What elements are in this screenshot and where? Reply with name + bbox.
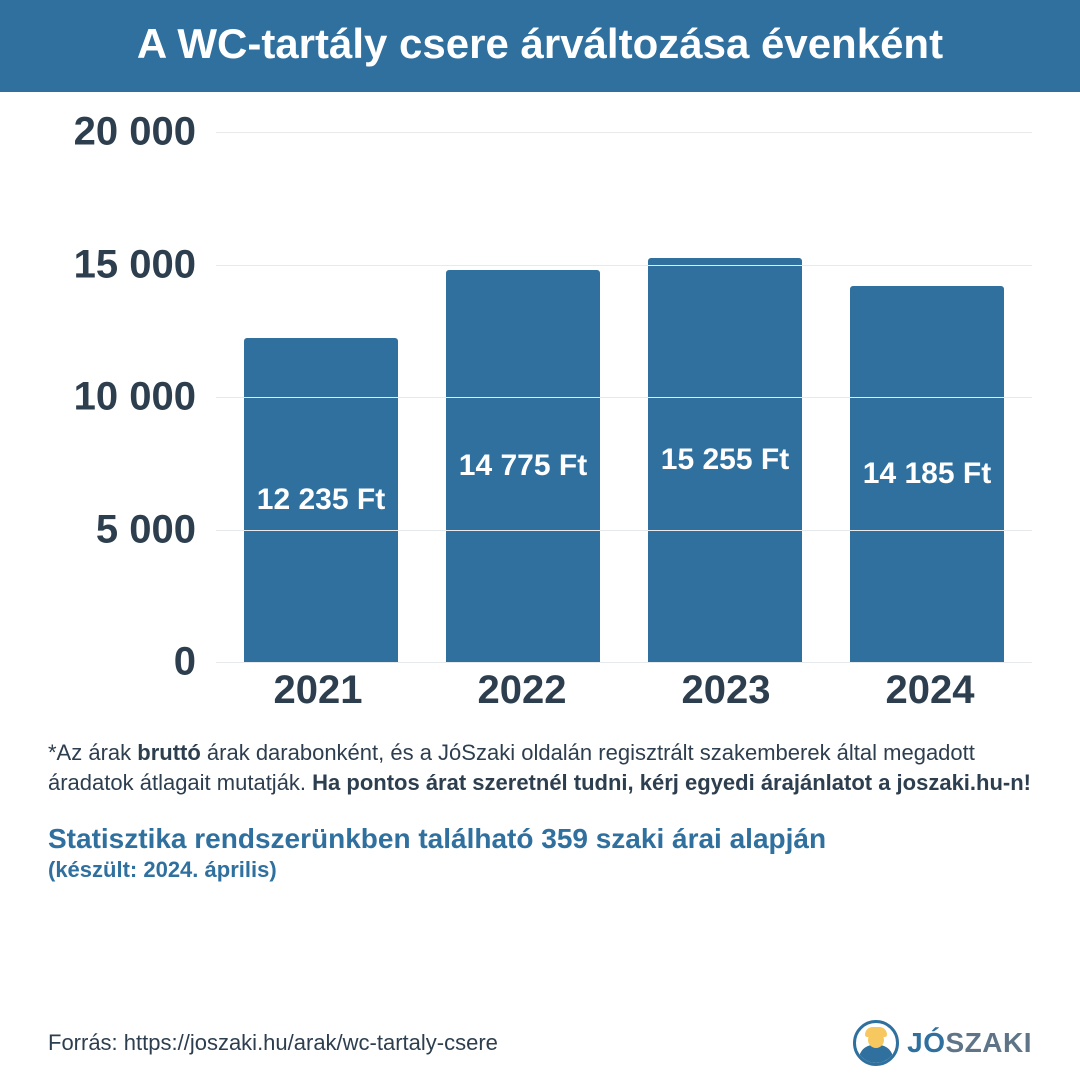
- footnote-pre: *Az árak: [48, 740, 137, 765]
- y-tick-label: 15 000: [48, 242, 208, 287]
- x-axis: 2021202220232024: [216, 662, 1032, 722]
- gridline: [216, 530, 1032, 531]
- footnote-bold2: Ha pontos árat szeretnél tudni, kérj egy…: [312, 770, 1031, 795]
- bar: 12 235 Ft: [244, 338, 398, 662]
- page-title: A WC-tartály csere árváltozása évenként: [16, 20, 1064, 68]
- logo: JÓSZAKI: [853, 1020, 1032, 1066]
- stats-sub: (készült: 2024. április): [0, 855, 1080, 883]
- header-banner: A WC-tartály csere árváltozása évenként: [0, 0, 1080, 92]
- bar-value-label: 14 185 Ft: [863, 457, 991, 491]
- bar-value-label: 12 235 Ft: [257, 483, 385, 517]
- y-tick-label: 0: [48, 640, 208, 685]
- logo-text: JÓSZAKI: [907, 1027, 1032, 1059]
- bar: 14 185 Ft: [850, 286, 1004, 662]
- logo-jo: JÓ: [907, 1027, 945, 1058]
- gridline: [216, 132, 1032, 133]
- source-label: Forrás: https://joszaki.hu/arak/wc-tarta…: [48, 1030, 498, 1056]
- gridline: [216, 397, 1032, 398]
- x-tick-label: 2024: [828, 662, 1032, 722]
- y-tick-label: 10 000: [48, 375, 208, 420]
- footnote: *Az árak bruttó árak darabonként, és a J…: [0, 730, 1080, 797]
- logo-szaki: SZAKI: [946, 1027, 1033, 1058]
- bar: 14 775 Ft: [446, 270, 600, 662]
- bar-value-label: 14 775 Ft: [459, 449, 587, 483]
- chart-container: 0 5 000 10 000 15 000 20 000 12 235 Ft 14 775…: [0, 92, 1080, 730]
- y-tick-label: 20 000: [48, 110, 208, 155]
- logo-badge-icon: [853, 1020, 899, 1066]
- gridline: [216, 265, 1032, 266]
- x-tick-label: 2023: [624, 662, 828, 722]
- bar: 15 255 Ft: [648, 258, 802, 662]
- footnote-bold1: bruttó: [137, 740, 201, 765]
- stats-line: Statisztika rendszerünkben található 359…: [0, 797, 1080, 855]
- y-tick-label: 5 000: [48, 507, 208, 552]
- bar-chart: 05 00010 00015 00020 000 12 235 Ft14 775…: [48, 132, 1032, 722]
- plot-area: 12 235 Ft 14 775 Ft 15 255 Ft 14 185 Ft: [216, 132, 1032, 662]
- x-tick-label: 2021: [216, 662, 420, 722]
- bar-value-label: 15 255 Ft: [661, 443, 789, 477]
- y-axis: 05 00010 00015 00020 000: [48, 132, 208, 662]
- x-tick-label: 2022: [420, 662, 624, 722]
